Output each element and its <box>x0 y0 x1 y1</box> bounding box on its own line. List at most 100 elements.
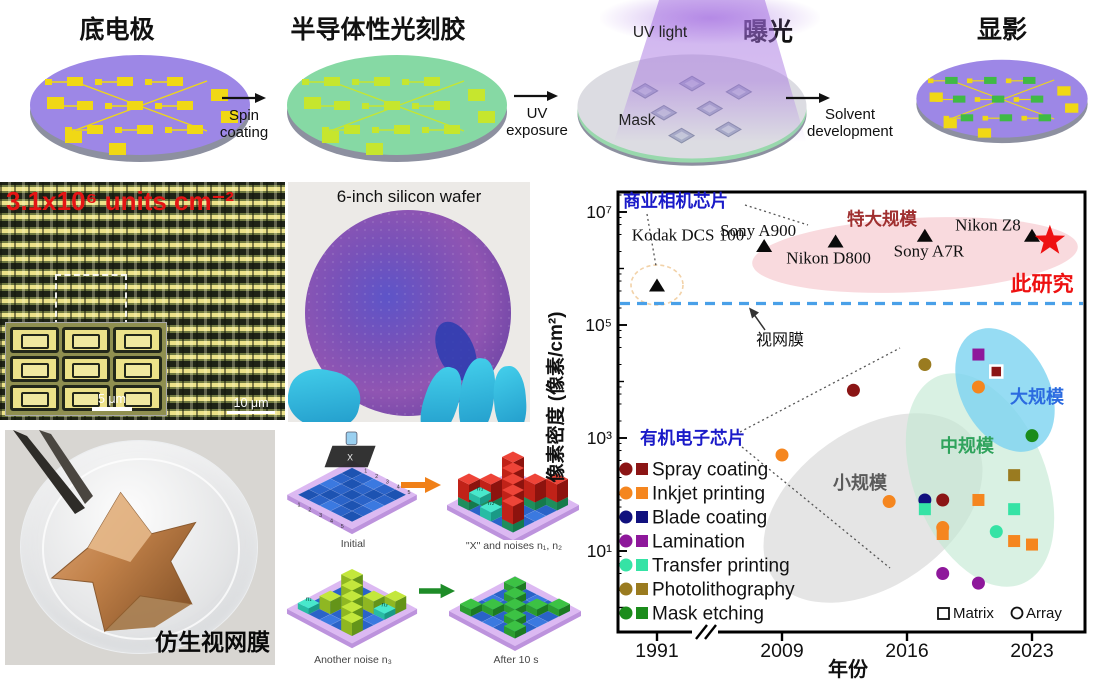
svg-text:3: 3 <box>386 479 389 485</box>
svg-text:4: 4 <box>397 485 400 491</box>
x-tick-label: 2016 <box>885 640 928 662</box>
transistor-cell <box>10 385 59 411</box>
scatter-point <box>1008 469 1021 482</box>
transistor-cell <box>10 356 59 382</box>
commercial-chips-label: 商业相机芯片 <box>623 191 728 211</box>
scatter-point <box>1025 538 1038 551</box>
svg-text:1: 1 <box>298 502 301 508</box>
legend-circle-swatch <box>619 534 633 548</box>
wafer-photoresist-illustration <box>287 55 507 162</box>
camera-chip-label: Sony A900 <box>720 221 796 240</box>
transistor-cell <box>113 327 162 353</box>
wafer-developed-illustration <box>916 59 1088 144</box>
scatter-point <box>775 448 789 462</box>
scene-x-noises: n₁ n₂ <box>447 451 579 540</box>
uv-light-label: UV light <box>632 24 688 41</box>
arrow-label-solvent-development: Solvent development <box>807 106 893 141</box>
y-tick-label: 10⁵ <box>585 315 612 335</box>
caption-another-noise: Another noise n₃ <box>314 654 392 666</box>
annotation-connector <box>646 213 657 267</box>
scene-initial: X 1 1 2 2 3 3 4 4 5 5 <box>287 431 417 535</box>
camera-chip-label: Nikon D800 <box>786 249 871 268</box>
uv-glow <box>600 0 820 44</box>
scatter-point <box>846 383 860 397</box>
caption-x-noises: "X" and noises n₁, n₂ <box>465 540 563 552</box>
y-axis-title: 像素密度 (像素/cm²) <box>544 311 567 482</box>
plot-border <box>616 190 1087 634</box>
legend-method-label: Lamination <box>652 532 745 553</box>
orange-arrow <box>401 477 441 493</box>
green-arrow <box>419 583 455 599</box>
this-work-star <box>1034 224 1066 254</box>
transistor-cell <box>113 356 162 382</box>
legend-circle-swatch <box>619 558 633 572</box>
small-scale-label: 小规模 <box>833 472 888 493</box>
legend-circle-swatch <box>619 582 633 596</box>
ultra-large-scale-label: 特大规模 <box>847 209 917 229</box>
scene-another-noise: n₃ n₁ <box>286 568 418 649</box>
organic-chips-label: 有机电子芯片 <box>640 428 745 448</box>
camera-chip-point <box>756 239 773 253</box>
legend-method-label: Inkjet printing <box>652 484 765 505</box>
legend-square-swatch <box>636 583 648 595</box>
camera-chip-point <box>827 234 844 248</box>
retina-label: 视网膜 <box>756 331 804 349</box>
scatter-point <box>918 503 931 516</box>
retina-photo-panel: 仿生视网膜 <box>5 430 275 665</box>
svg-text:1: 1 <box>364 468 367 474</box>
scatter-point <box>989 525 1003 539</box>
legend-square-swatch <box>636 487 648 499</box>
transistor-cell <box>61 327 111 353</box>
ultra-large-scale-ellipse <box>752 217 1078 293</box>
x-tick-label: 2023 <box>1010 640 1053 662</box>
camera-chip-label: Nikon Z8 <box>955 216 1021 235</box>
arrow-label-uv-exposure: UV exposure <box>506 105 568 140</box>
legend-square-swatch <box>636 607 648 619</box>
legend-square-swatch <box>636 559 648 571</box>
wafer-bottom-electrode-illustration <box>30 55 250 162</box>
arrow-spin-coating <box>222 93 266 103</box>
arrow-label-spin-coating: Spin coating <box>219 107 269 142</box>
scatter-point <box>918 357 932 371</box>
svg-text:n₁: n₁ <box>306 597 313 603</box>
step-title-photoresist: 半导体性光刻胶 <box>290 16 466 44</box>
legend-square-swatch <box>636 463 648 475</box>
medium-scale-label: 中规模 <box>940 435 995 456</box>
array-marker-icon <box>1010 606 1024 620</box>
micrograph-inset <box>5 322 167 416</box>
wafer-photo-panel: 6-inch silicon wafer <box>288 182 530 422</box>
wafer-photo-caption: 6-inch silicon wafer <box>336 187 482 206</box>
annotation-connector <box>739 347 901 433</box>
x-axis-title: 年份 <box>828 657 869 681</box>
svg-text:n₁: n₁ <box>477 486 484 493</box>
mask-label: Mask <box>618 112 656 129</box>
transistor-cell <box>10 327 59 353</box>
scatter-point <box>1025 429 1039 443</box>
scatter-point <box>936 521 950 535</box>
copper-film <box>50 491 197 633</box>
scatter-point <box>971 576 985 590</box>
scatter-point <box>936 493 950 507</box>
camera-chip-point <box>1023 228 1040 242</box>
svg-text:5: 5 <box>408 490 411 496</box>
chart-canvas: 视网膜 10⁷ 10⁵ 10³ 10¹ 1991 2009 2016 2023 年份 像素密度 (像… <box>544 190 1087 681</box>
svg-text:2: 2 <box>375 474 378 480</box>
transistor-cell <box>61 356 111 382</box>
legend-method-label: Transfer printing <box>652 556 790 577</box>
scalebar-inset: 5 μm <box>92 392 132 411</box>
y-tick-label: 10⁷ <box>586 202 612 222</box>
scene-after-10s <box>449 576 581 651</box>
transistor-cell <box>113 385 162 411</box>
annotation-connector <box>744 204 809 226</box>
matrix-marker-icon <box>937 607 950 620</box>
legend-method-label: Mask etching <box>652 604 764 625</box>
legend-method-label: Spray coating <box>652 460 768 481</box>
scatter-point <box>989 364 1004 379</box>
this-work-label: 此研究 <box>1011 272 1074 296</box>
micrograph-panel: 3.1x10⁶ units cm⁻² 5 μm 10 μm <box>0 182 285 420</box>
tweezers <box>13 430 93 514</box>
scatter-point <box>972 348 985 361</box>
pixel-density-chart: 视网膜 10⁷ 10⁵ 10³ 10¹ 1991 2009 2016 2023 年份 像素密度 (像… <box>540 185 1097 688</box>
y-tick-label: 10¹ <box>587 541 612 561</box>
